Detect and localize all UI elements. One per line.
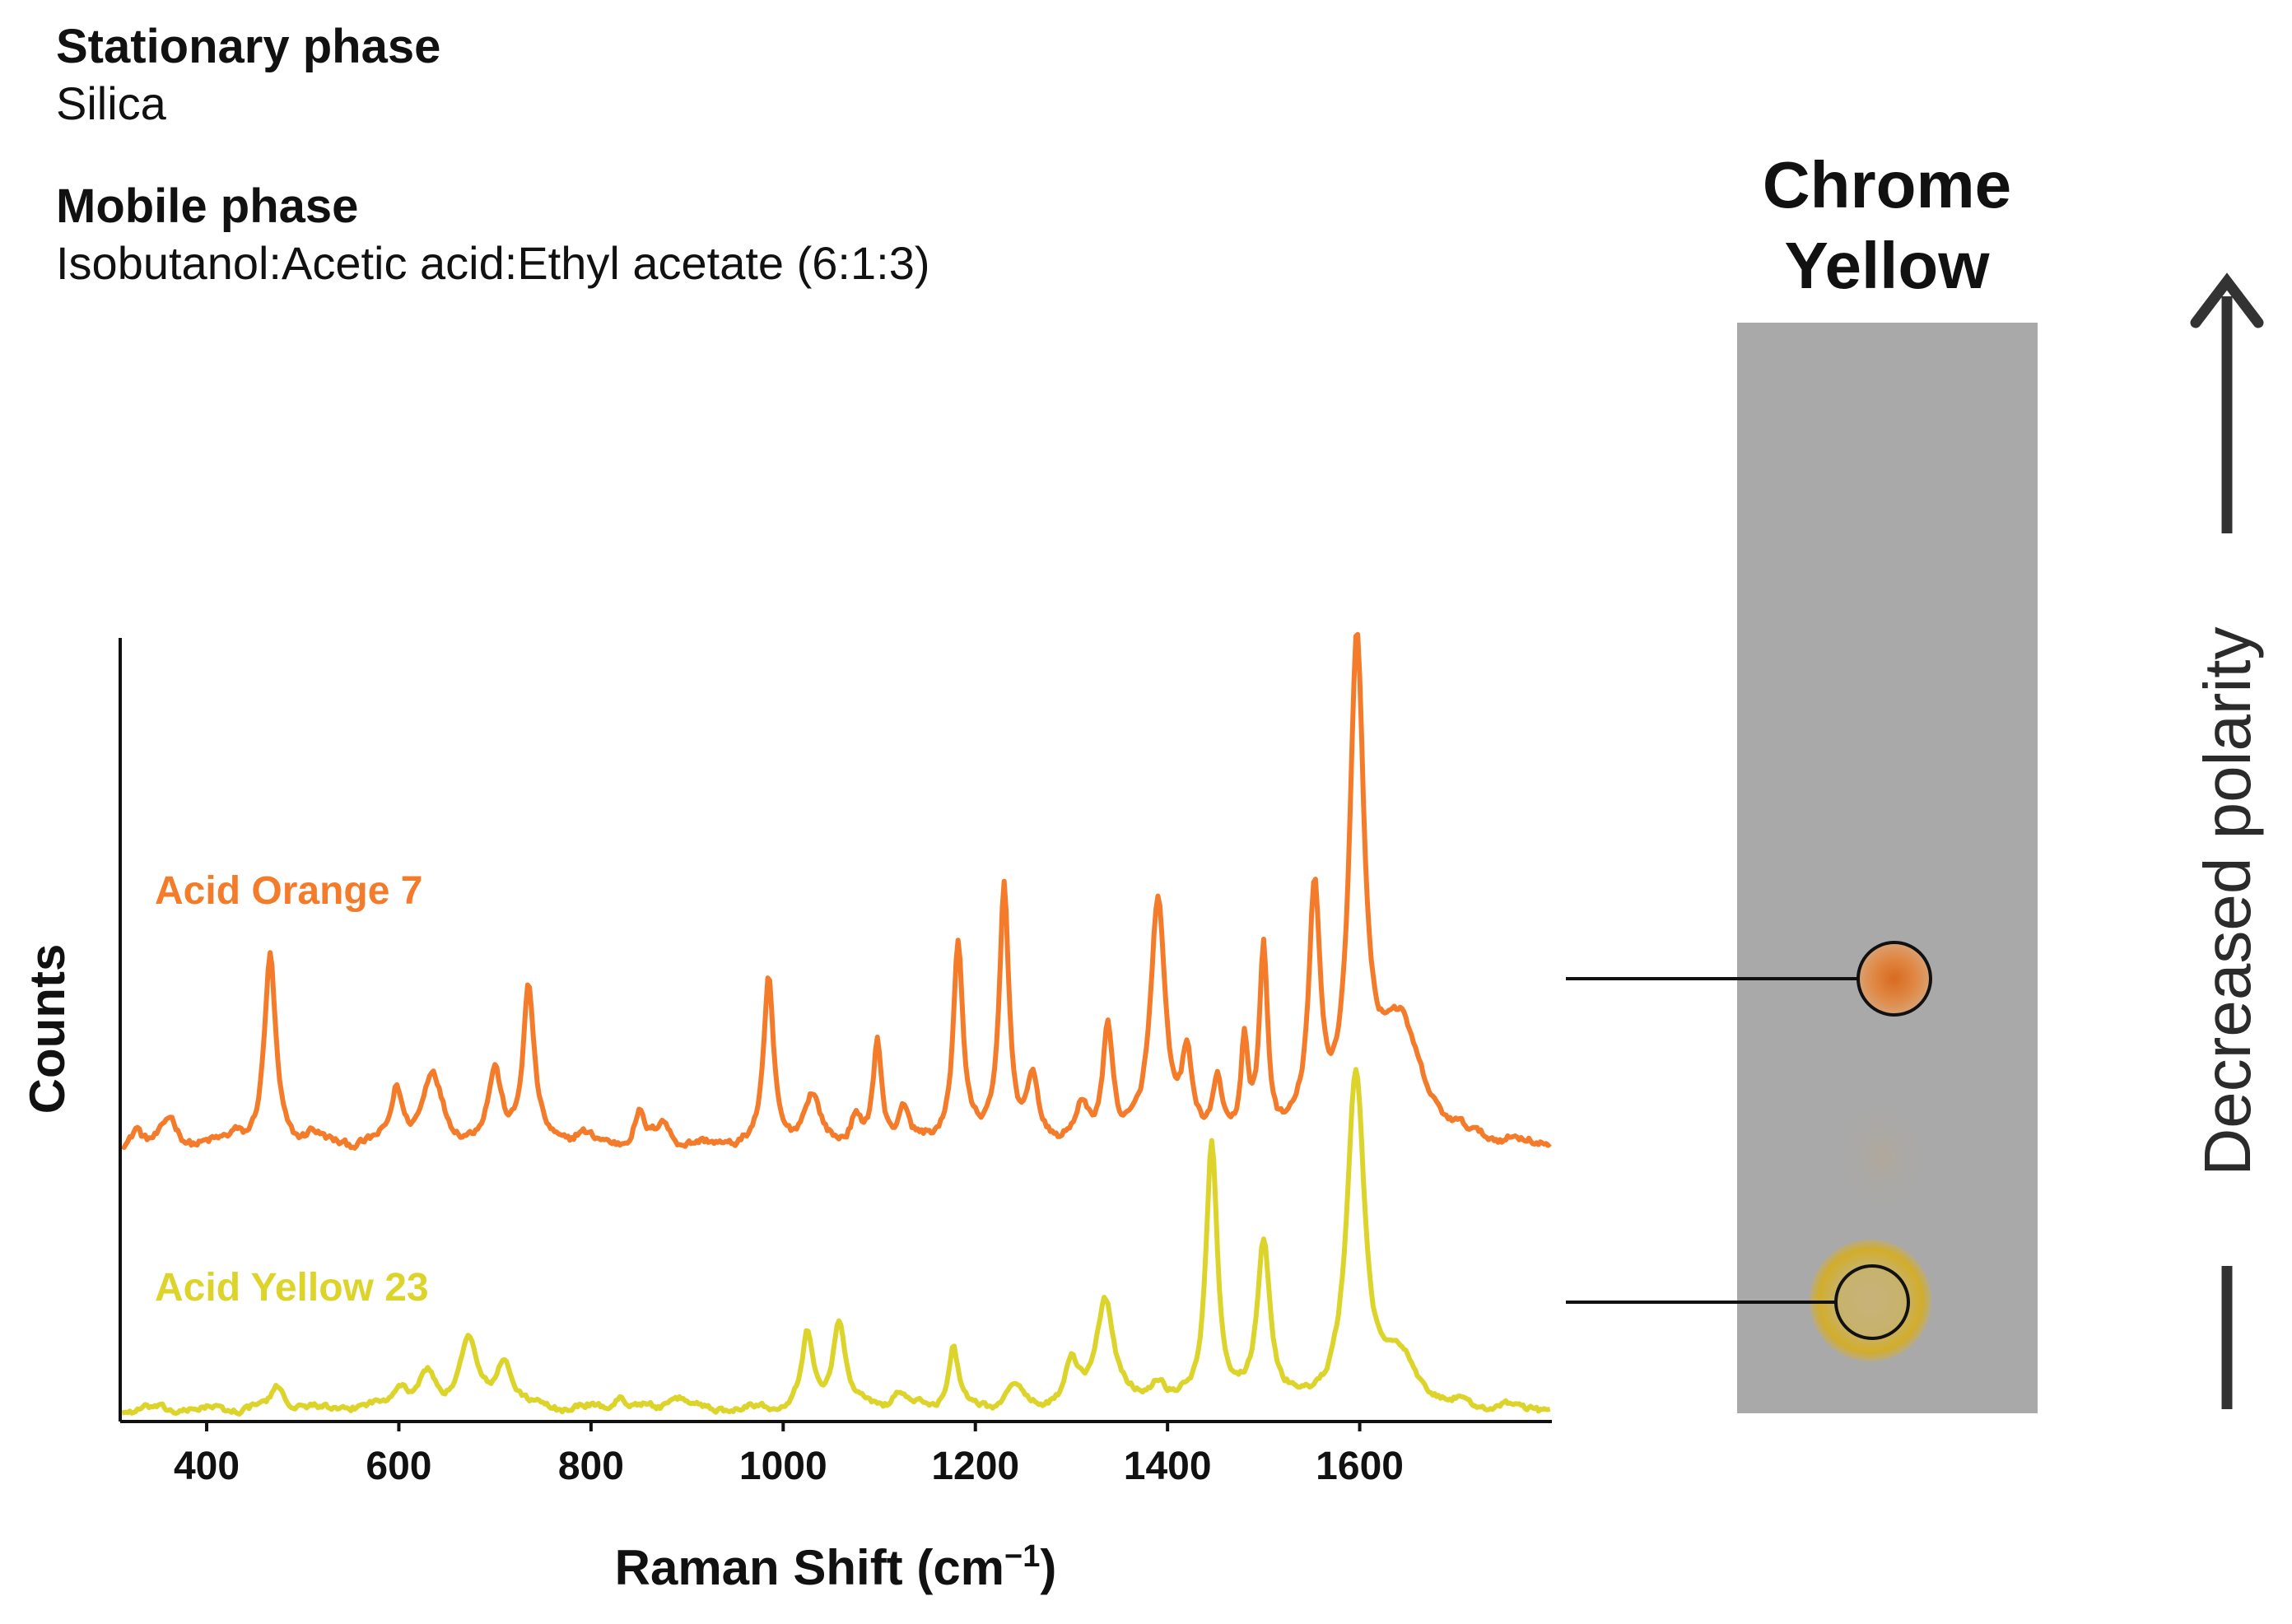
phase-info: Stationary phase Silica Mobile phase Iso…: [56, 18, 1456, 291]
y-axis-title: Counts: [20, 944, 75, 1114]
raman-chart: 400 600 800 1000 1200 1400 1600 Raman Shift (c…: [20, 631, 1552, 1595]
x-tick-label: 600: [366, 1445, 431, 1488]
series-line-acid-orange-7: [120, 631, 1552, 1151]
acid-yellow-23-spot: [1810, 1240, 1931, 1361]
polarity-label: Decreased polarity: [2191, 627, 2264, 1176]
mobile-phase-heading: Mobile phase: [56, 179, 359, 233]
plate-title-line2: Yellow: [1785, 229, 1991, 302]
x-tick-label: 1200: [931, 1445, 1019, 1488]
tlc-plate-panel: Chrome Yellow: [1566, 148, 2038, 1413]
x-tick-label: 1400: [1124, 1445, 1212, 1488]
x-tick-label: 400: [174, 1445, 240, 1488]
x-tick-label: 1600: [1316, 1445, 1404, 1488]
x-tick-label: 1000: [739, 1445, 827, 1488]
x-axis-title: Raman Shift (cm−1): [615, 1539, 1057, 1595]
stationary-phase-value: Silica: [56, 77, 166, 129]
x-tick-label: 800: [558, 1445, 624, 1488]
mobile-phase-value: Isobutanol:Acetic acid:Ethyl acetate (6:…: [56, 237, 930, 289]
series-line-acid-yellow-23: [121, 1067, 1551, 1417]
polarity-indicator: Decreased polarity: [2190, 272, 2264, 1409]
tlc-plate: [1737, 323, 2038, 1413]
acid-orange-7-spot: [1859, 943, 1930, 1014]
x-ticks: 400 600 800 1000 1200 1400 1600: [174, 1422, 1404, 1488]
series-label-acid-yellow-23: Acid Yellow 23: [155, 1266, 429, 1310]
faint-spot-trail: [1837, 1099, 1927, 1214]
series-layer: [120, 631, 1552, 1417]
series-label-acid-orange-7: Acid Orange 7: [155, 869, 422, 913]
stationary-phase-heading: Stationary phase: [56, 20, 441, 73]
plate-title-line1: Chrome: [1763, 148, 2011, 221]
polarity-arrow-head-icon: [2190, 272, 2264, 328]
